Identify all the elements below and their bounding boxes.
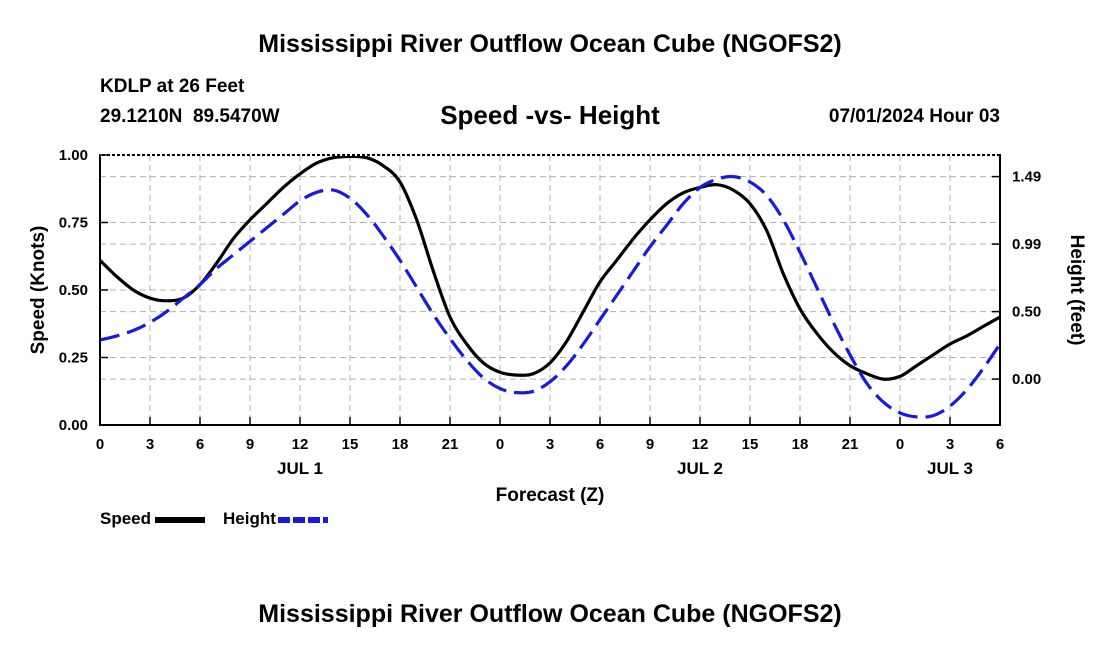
x-tick-label: 9 [246,436,254,453]
x-tick-label: 18 [792,436,809,453]
speed-height-chart: 0 3 6 9 12 15 18 21 0 3 6 9 12 15 18 21 0 3 6 0.00 0.25 0.50 0… [28,147,1087,506]
x-tick-label: 0 [896,436,904,453]
day-label: JUL 2 [677,459,723,478]
y-axis-label: Speed (Knots) [28,226,49,355]
station-name: KDLP at 26 Feet [100,76,245,97]
x-tick-label: 18 [392,436,409,453]
y-tick-label: 0.75 [59,215,88,232]
x-tick-label: 15 [342,436,359,453]
y-tick-label: 1.00 [59,147,88,164]
x-tick-label: 9 [646,436,654,453]
legend-height-swatch [277,517,328,523]
y2-tick-label: 0.99 [1012,236,1041,253]
speed-series-line [98,154,1001,381]
x-tick-label: 12 [692,436,709,453]
forecast-time: 07/01/2024 Hour 03 [828,106,1000,127]
y-tick-label: 0.00 [59,417,88,434]
station-coords: 29.1210N 89.5470W [100,106,280,127]
x-tick-label: 6 [196,436,204,453]
y2-axis-label: Height (feet) [1066,235,1087,346]
y-tick-label: 0.50 [59,282,88,299]
x-tick-label: 0 [96,436,104,453]
legend-speed-label: Speed [100,509,152,528]
day-label: JUL 3 [927,459,973,478]
x-tick-label: 3 [946,436,954,453]
legend-speed-swatch [155,517,206,523]
footer-title: Mississippi River Outflow Ocean Cube (NG… [258,600,842,628]
height-series-line [99,174,1002,419]
x-tick-label: 3 [546,436,554,453]
x-tick-label: 3 [146,436,154,453]
series-layer [98,154,1002,419]
x-tick-label: 15 [742,436,759,453]
axis-ticks: 0 3 6 9 12 15 18 21 0 3 6 9 12 15 18 21 0 3 6 0.00 0.25 0.50 0… [59,147,1041,478]
y2-tick-label: 0.00 [1012,371,1041,388]
y2-tick-label: 1.49 [1012,169,1041,186]
page-title: Mississippi River Outflow Ocean Cube (NG… [258,30,842,58]
chart-title: Speed -vs- Height [440,100,660,130]
legend: Speed Height [100,509,330,529]
y-tick-label: 0.25 [59,350,88,367]
y2-tick-label: 0.50 [1012,304,1041,321]
x-tick-label: 12 [292,436,309,453]
x-tick-label: 0 [496,436,504,453]
x-tick-label: 21 [842,436,859,453]
x-tick-label: 21 [442,436,459,453]
x-tick-label: 6 [996,436,1004,453]
grid-lines [100,155,1000,425]
day-label: JUL 1 [277,459,323,478]
legend-height-label: Height [223,509,276,528]
x-tick-label: 6 [596,436,604,453]
x-axis-label: Forecast (Z) [496,485,605,506]
